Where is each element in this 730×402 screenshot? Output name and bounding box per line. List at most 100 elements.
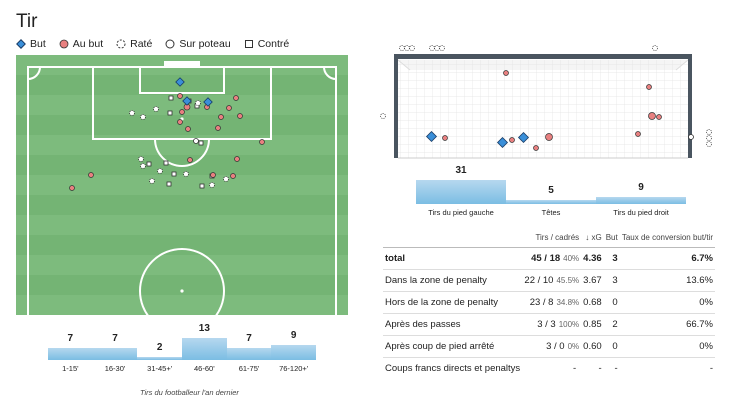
col-xg-header[interactable]: ↓ xG [585,233,602,242]
shot-ontarget [233,95,239,101]
shot-missed [209,182,215,188]
shot-ontarget [545,133,553,141]
time-bar [271,344,316,360]
row-goals: - [603,357,620,379]
shot-blocked [166,181,172,187]
shot-blocked [146,161,152,167]
shot-blocked [163,160,169,166]
legend-ontarget[interactable]: Au but [59,38,103,50]
col-shots-header[interactable]: Tirs / cadrés [535,233,580,242]
shot-ontarget [635,131,641,137]
shot-blocked [168,95,174,101]
shot-missed [140,163,146,169]
time-bar-label: 16-30' [104,364,126,373]
shots-value: 22 / 10 [524,275,554,286]
row-goals: 0 [603,291,620,314]
shot-post [193,138,199,144]
shot-ontarget [259,139,265,145]
shot-ontarget [442,135,448,141]
ontarget-circle-icon [59,39,69,49]
shot-missed [157,168,163,174]
legend-missed[interactable]: Raté [116,38,152,50]
col-conversion-header[interactable]: Taux de conversion but/tir [621,233,713,242]
blocked-square-icon [244,40,253,48]
row-xg: 4.36 [581,247,604,270]
accuracy-pct: 40% [563,254,580,263]
shot-ontarget [230,173,236,179]
missed-dashed-circle-icon [116,39,126,49]
shot-missed [149,178,155,184]
time-bar-value: 7 [67,333,74,345]
shots-value: 3 / 3 [537,319,556,330]
table-row: Coups francs directs et penaltys - - - - [383,357,715,379]
shot-ontarget [88,172,94,178]
shot-blocked [198,140,204,146]
shot-ontarget [177,119,183,125]
row-xg: - [581,357,604,379]
row-shots: 45 / 18 40% [522,247,582,270]
shot-missed [380,113,386,119]
table-row: Après des passes 3 / 3 100% 0.85 2 66.7% [383,313,715,336]
shot-ontarget [215,125,221,131]
time-bar-label: 1-15' [62,364,79,373]
row-conversion: - [619,357,715,379]
shots-value: 3 / 0 [546,341,565,352]
row-goals: 2 [603,313,620,336]
shot-goal [425,130,438,143]
shot-ontarget [177,93,183,99]
shot-ontarget [656,114,662,120]
shot-missed [706,129,712,135]
shot-type-bars: 31 Tirs du pied gauche 5 Têtes 9 Tirs du pied… [416,165,686,223]
shot-ontarget [533,145,539,151]
row-goals: 3 [603,269,620,292]
shots-value: 23 / 8 [529,297,554,308]
shots-value: 45 / 18 [531,253,561,264]
shot-type-value: 9 [638,182,644,194]
table-row: Hors de la zone de penalty 23 / 8 34.8% 0.6… [383,291,715,314]
row-conversion: 0% [619,291,715,314]
row-conversion: 0% [619,335,715,358]
shot-ontarget [226,105,232,111]
shot-ontarget [646,84,652,90]
row-conversion: 6.7% [619,247,715,270]
shot-type-label: Tirs du pied droit [613,208,669,217]
shot-missed [706,135,712,141]
shot-stats-table: Tirs / cadrés ↓ xG But Taux de conversio… [383,230,715,379]
legend-label: Raté [130,38,153,50]
shot-goal [175,77,185,87]
time-bar [182,338,227,360]
shot-missed [439,45,445,51]
shot-type-bar [596,197,686,204]
accuracy-pct: 34.8% [556,298,580,307]
legend-blocked[interactable]: Contré [244,38,289,50]
time-bar-label: 61-75' [238,364,260,373]
post-circle-icon [165,39,175,49]
shot-type-value: 5 [548,185,554,197]
shot-missed [706,141,712,147]
row-label: Dans la zone de penalty [383,269,523,292]
time-bar-value: 7 [112,333,118,345]
shot-blocked [167,110,173,116]
row-conversion: 13.6% [619,269,715,292]
row-xg: 0.85 [581,313,604,336]
shot-goal [517,131,530,144]
shot-ontarget [179,109,185,115]
col-goals-header[interactable]: But [605,233,618,242]
time-bar-value: 9 [290,329,297,341]
shot-missed [223,176,229,182]
legend-label: But [30,38,46,50]
time-bar [137,356,182,360]
shot-missed [399,45,405,51]
row-shots: 3 / 3 100% [522,313,582,336]
row-xg: 3.67 [581,269,604,292]
legend-post[interactable]: Sur poteau [165,38,231,50]
row-label: Après des passes [383,313,523,336]
shot-missed [404,45,410,51]
legend-label: Sur poteau [179,38,231,50]
row-xg: 0.68 [581,291,604,314]
shot-ontarget [237,113,243,119]
legend-goal[interactable]: But [16,38,46,50]
shot-blocked [171,171,177,177]
row-label: Coups francs directs et penaltys [383,357,523,379]
shot-type-label: Têtes [541,208,561,217]
